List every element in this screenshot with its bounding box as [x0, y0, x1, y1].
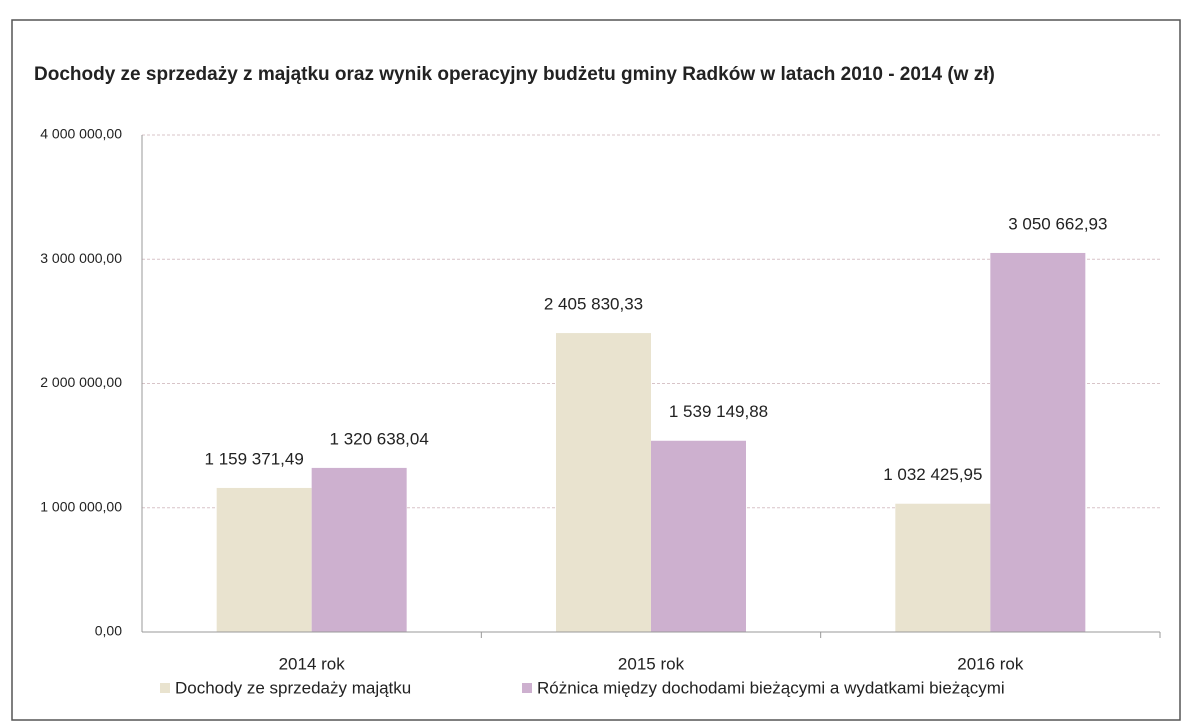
x-tick-label: 2016 rok — [957, 654, 1024, 673]
y-tick-label: 3 000 000,00 — [40, 250, 122, 266]
legend-swatch — [522, 683, 532, 693]
bar — [651, 440, 746, 632]
value-label: 1 320 638,04 — [330, 429, 429, 448]
y-tick-label: 2 000 000,00 — [40, 374, 122, 390]
value-label: 1 159 371,49 — [205, 449, 304, 468]
legend-label: Dochody ze sprzedaży majątku — [175, 678, 411, 697]
value-label: 1 539 149,88 — [669, 402, 768, 421]
x-tick-label: 2014 rok — [279, 654, 346, 673]
bar — [990, 252, 1086, 632]
bar — [895, 503, 991, 632]
value-label: 1 032 425,95 — [883, 465, 982, 484]
x-tick-label: 2015 rok — [618, 654, 685, 673]
bar — [556, 333, 651, 632]
chart-title: Dochody ze sprzedaży z majątku oraz wyni… — [34, 64, 995, 85]
chart-frame — [11, 19, 1181, 721]
y-tick-label: 4 000 000,00 — [40, 126, 122, 142]
bar — [311, 467, 407, 632]
legend-swatch — [160, 683, 170, 693]
bar — [216, 487, 312, 632]
value-label: 2 405 830,33 — [544, 295, 643, 314]
y-tick-label: 1 000 000,00 — [40, 498, 122, 514]
y-tick-label: 0,00 — [95, 623, 122, 639]
value-label: 3 050 662,93 — [1008, 214, 1107, 233]
legend-label: Różnica między dochodami bieżącymi a wyd… — [537, 678, 1005, 697]
